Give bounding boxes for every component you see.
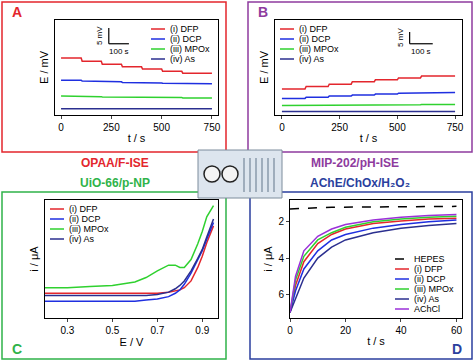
svg-text:0: 0 — [279, 122, 285, 133]
svg-text:0.7: 0.7 — [150, 325, 164, 336]
svg-text:A: A — [12, 4, 22, 20]
svg-text:E / V: E / V — [120, 336, 145, 348]
svg-text:(iv) As: (iv) As — [170, 54, 196, 64]
svg-text:(i) DFP: (i) DFP — [170, 24, 199, 34]
svg-text:AChCl: AChCl — [414, 304, 440, 314]
svg-text:5 mV: 5 mV — [396, 28, 405, 47]
svg-text:6: 6 — [278, 289, 284, 300]
svg-text:(iii) MPOx: (iii) MPOx — [170, 44, 210, 54]
svg-text:40: 40 — [395, 325, 407, 336]
svg-text:(i) DFP: (i) DFP — [299, 24, 328, 34]
svg-text:(ii) DCP: (ii) DCP — [170, 34, 202, 44]
svg-text:750: 750 — [447, 122, 464, 133]
svg-text:t / s: t / s — [128, 132, 146, 144]
svg-text:(ii) DCP: (ii) DCP — [414, 274, 446, 284]
svg-text:i / μA: i / μA — [28, 246, 40, 272]
svg-text:500: 500 — [389, 122, 406, 133]
svg-text:D: D — [452, 341, 462, 357]
svg-text:E / mV: E / mV — [258, 50, 270, 84]
svg-text:500: 500 — [153, 122, 170, 133]
svg-text:(i) DFP: (i) DFP — [414, 264, 443, 274]
svg-text:60: 60 — [451, 325, 463, 336]
svg-text:0.3: 0.3 — [61, 325, 75, 336]
svg-text:(ii) DCP: (ii) DCP — [69, 214, 101, 224]
svg-text:750: 750 — [204, 122, 221, 133]
svg-text:MIP-202/pH-ISE: MIP-202/pH-ISE — [311, 156, 399, 170]
svg-text:UiO-66/p-NP: UiO-66/p-NP — [80, 176, 150, 190]
svg-text:E / mV: E / mV — [38, 50, 50, 84]
svg-text:(iv) As: (iv) As — [69, 234, 95, 244]
svg-text:(ii) DCP: (ii) DCP — [299, 34, 331, 44]
svg-text:(iii) MPOx: (iii) MPOx — [299, 44, 339, 54]
svg-text:HEPES: HEPES — [414, 254, 445, 264]
svg-text:0: 0 — [58, 122, 64, 133]
svg-text:B: B — [258, 4, 268, 20]
svg-text:100 s: 100 s — [109, 47, 129, 56]
svg-text:0: 0 — [287, 325, 293, 336]
svg-text:4: 4 — [278, 253, 284, 264]
svg-text:AChE/ChOx/H₂O₂: AChE/ChOx/H₂O₂ — [310, 176, 410, 190]
svg-text:t / s: t / s — [367, 335, 385, 347]
svg-text:i / μA: i / μA — [262, 246, 274, 272]
svg-text:5 mV: 5 mV — [95, 26, 104, 45]
svg-text:OPAA/F-ISE: OPAA/F-ISE — [81, 156, 149, 170]
svg-text:C: C — [12, 341, 22, 357]
svg-text:(iv) As: (iv) As — [299, 54, 325, 64]
svg-text:100 s: 100 s — [411, 47, 431, 56]
svg-text:250: 250 — [103, 122, 120, 133]
svg-text:250: 250 — [331, 122, 348, 133]
svg-text:0.5: 0.5 — [105, 325, 119, 336]
svg-text:2: 2 — [278, 216, 284, 227]
svg-text:20: 20 — [340, 325, 352, 336]
svg-text:(iii) MPOx: (iii) MPOx — [69, 224, 109, 234]
svg-text:t / s: t / s — [360, 132, 378, 144]
svg-text:(iv) As: (iv) As — [414, 294, 440, 304]
svg-text:(iii) MPOx: (iii) MPOx — [414, 284, 454, 294]
svg-text:0.9: 0.9 — [195, 325, 209, 336]
svg-text:(i) DFP: (i) DFP — [69, 204, 98, 214]
